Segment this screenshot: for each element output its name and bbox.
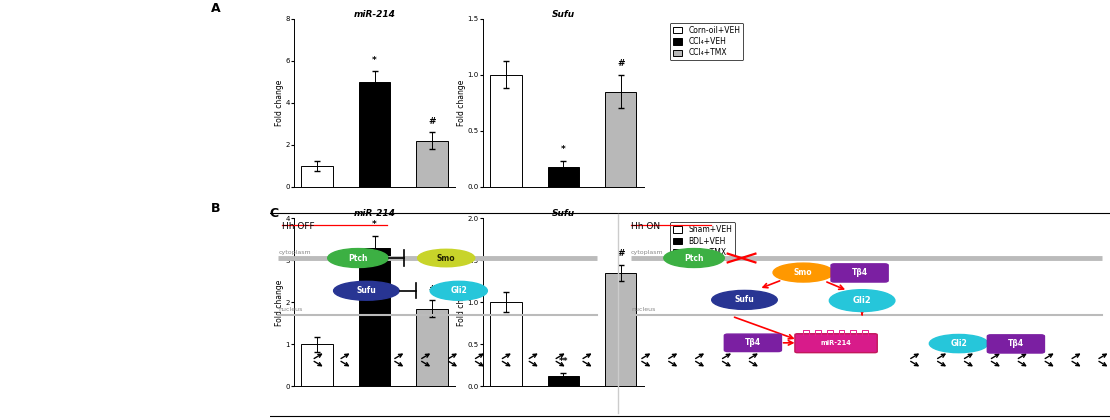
Text: Smo: Smo [437, 254, 455, 262]
Text: *: * [372, 56, 377, 65]
Text: Gli2: Gli2 [852, 296, 871, 305]
Text: #: # [617, 59, 625, 68]
Bar [416, 309, 447, 386]
Bar [302, 166, 333, 187]
Text: Tβ4: Tβ4 [745, 339, 761, 347]
Text: nucleus: nucleus [632, 307, 655, 312]
Title: Sufu: Sufu [552, 10, 575, 19]
FancyBboxPatch shape [725, 334, 781, 352]
Y-axis label: Fold change: Fold change [457, 80, 466, 126]
Bar [547, 376, 579, 386]
Text: cytoplasm: cytoplasm [632, 250, 664, 255]
Ellipse shape [417, 249, 475, 267]
Text: Hh OFF: Hh OFF [282, 222, 315, 231]
Text: *: * [561, 145, 566, 155]
Title: miR-214: miR-214 [354, 10, 395, 19]
Text: #: # [617, 249, 625, 258]
Title: Sufu: Sufu [552, 210, 575, 218]
Text: #: # [428, 285, 436, 294]
Legend: Corn-oil+VEH, CCl₄+VEH, CCl₄+TMX: Corn-oil+VEH, CCl₄+VEH, CCl₄+TMX [669, 23, 744, 60]
Y-axis label: Fold change: Fold change [275, 279, 284, 326]
Text: #: # [428, 117, 436, 126]
Text: *: * [372, 220, 377, 229]
Ellipse shape [431, 281, 487, 300]
Ellipse shape [334, 281, 400, 300]
Text: Gli2: Gli2 [950, 339, 967, 348]
Text: Hh ON: Hh ON [632, 222, 660, 231]
Text: C: C [270, 207, 279, 220]
Text: nucleus: nucleus [279, 307, 303, 312]
FancyBboxPatch shape [795, 334, 877, 353]
FancyBboxPatch shape [831, 264, 888, 282]
Title: miR-214: miR-214 [354, 210, 395, 218]
Bar [359, 82, 391, 187]
Text: Tβ4: Tβ4 [1008, 339, 1023, 349]
Ellipse shape [773, 263, 834, 282]
Text: Sufu: Sufu [735, 295, 755, 304]
Text: Gli2: Gli2 [451, 286, 467, 295]
Legend: Sham+VEH, BDL+VEH, BDL+TMX: Sham+VEH, BDL+VEH, BDL+TMX [669, 222, 735, 260]
Text: Sufu: Sufu [356, 286, 376, 295]
Text: B: B [211, 202, 220, 215]
Ellipse shape [829, 290, 895, 312]
Bar [547, 167, 579, 187]
Text: Smo: Smo [794, 268, 813, 277]
Bar [605, 92, 636, 187]
Ellipse shape [327, 249, 388, 268]
Text: Tβ4: Tβ4 [851, 268, 868, 278]
Y-axis label: Fold change: Fold change [457, 279, 466, 326]
Text: miR-214: miR-214 [820, 340, 851, 346]
Text: Ptch: Ptch [685, 254, 704, 262]
Ellipse shape [664, 249, 725, 268]
Bar [491, 302, 522, 386]
Text: Ptch: Ptch [349, 254, 367, 262]
Text: A: A [211, 2, 220, 15]
Bar [605, 273, 636, 386]
Ellipse shape [929, 334, 988, 353]
Bar [491, 75, 522, 187]
Bar [302, 344, 333, 386]
Y-axis label: Fold change: Fold change [275, 80, 284, 126]
Text: **: ** [558, 357, 568, 366]
Bar [416, 141, 447, 187]
Bar [359, 248, 391, 386]
Ellipse shape [712, 290, 777, 310]
Text: cytoplasm: cytoplasm [279, 250, 311, 255]
FancyBboxPatch shape [987, 335, 1045, 353]
